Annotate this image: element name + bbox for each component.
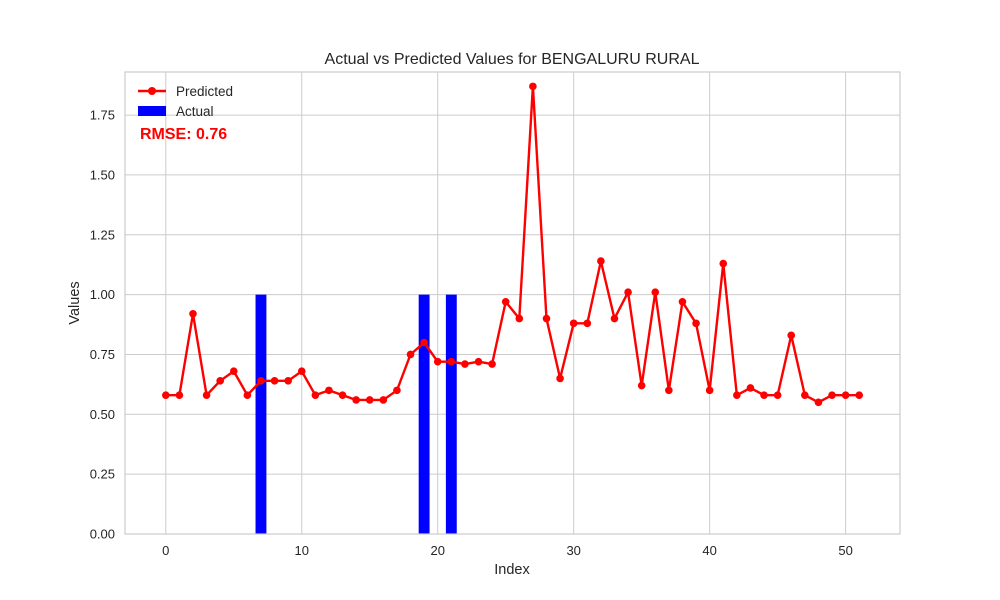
- predicted-point: [338, 391, 347, 399]
- predicted-point: [257, 376, 265, 385]
- actual-bars: [255, 294, 457, 534]
- predicted-point: [828, 391, 836, 399]
- predicted-point: [841, 391, 850, 399]
- predicted-point: [637, 381, 646, 390]
- actual-bar: [255, 294, 267, 534]
- predicted-point: [488, 360, 496, 368]
- x-tick-label: 40: [702, 543, 716, 558]
- y-tick-label: 1.25: [90, 227, 115, 242]
- predicted-point: [501, 298, 510, 306]
- y-axis-title: Values: [67, 281, 83, 324]
- predicted-point: [773, 391, 782, 399]
- predicted-line: [161, 82, 864, 407]
- predicted-point: [461, 360, 469, 368]
- actual-bar: [418, 294, 430, 534]
- plot-frame: [124, 71, 901, 535]
- grid: [125, 72, 900, 535]
- predicted-series-line: [165, 85, 860, 404]
- legend-predicted-label: Predicted: [176, 84, 233, 99]
- predicted-point: [175, 391, 184, 399]
- predicted-point: [420, 338, 428, 347]
- predicted-point: [284, 376, 292, 385]
- predicted-point: [678, 298, 687, 306]
- legend-actual-swatch: [138, 106, 166, 116]
- legend-predicted-swatch-marker: [148, 87, 156, 95]
- predicted-point: [787, 331, 796, 340]
- rmse-annotation: RMSE: 0.76: [140, 126, 227, 143]
- predicted-point: [406, 350, 415, 359]
- predicted-point: [352, 396, 360, 404]
- predicted-point: [624, 288, 632, 297]
- predicted-point: [760, 391, 768, 399]
- predicted-point: [855, 391, 864, 399]
- predicted-point: [216, 376, 224, 385]
- y-tick-label: 1.00: [90, 287, 115, 302]
- predicted-point: [311, 391, 320, 399]
- predicted-point: [610, 314, 619, 323]
- predicted-point: [542, 314, 551, 323]
- predicted-point: [597, 257, 605, 265]
- predicted-point: [814, 398, 823, 407]
- actual-bar: [445, 294, 457, 534]
- x-tick-label: 50: [838, 543, 852, 558]
- chart-title: Actual vs Predicted Values for BENGALURU…: [325, 51, 700, 68]
- x-tick-label: 20: [430, 543, 444, 558]
- y-tick-label: 0.00: [90, 527, 115, 542]
- predicted-point: [189, 309, 197, 318]
- plot-background: [125, 72, 900, 534]
- predicted-point: [556, 374, 564, 383]
- predicted-point: [705, 386, 714, 395]
- x-axis-title: Index: [494, 562, 530, 578]
- predicted-point: [297, 367, 306, 376]
- predicted-point: [529, 82, 537, 91]
- predicted-point: [651, 288, 660, 297]
- predicted-point: [161, 391, 170, 399]
- x-tick-labels: 0 10 20 30 40 50: [162, 543, 853, 558]
- predicted-point: [583, 319, 592, 328]
- y-tick-label: 0.25: [90, 467, 115, 482]
- predicted-point: [202, 391, 211, 399]
- predicted-point: [474, 357, 483, 366]
- predicted-point: [692, 319, 700, 328]
- y-tick-label: 0.75: [90, 347, 115, 362]
- predicted-point: [270, 376, 279, 385]
- legend-actual-label: Actual: [176, 104, 214, 119]
- x-tick-label: 0: [162, 543, 169, 558]
- predicted-point: [733, 391, 741, 399]
- predicted-point: [746, 384, 755, 392]
- predicted-point: [393, 386, 401, 395]
- predicted-point: [433, 357, 442, 366]
- predicted-point: [447, 357, 456, 366]
- y-tick-label: 1.50: [90, 167, 115, 182]
- y-tick-label: 0.50: [90, 407, 115, 422]
- predicted-point: [801, 391, 809, 399]
- predicted-point: [719, 259, 728, 268]
- y-tick-labels: 0.00 0.25 0.50 0.75 1.00 1.25 1.50 1.75: [90, 108, 115, 542]
- predicted-point: [325, 386, 333, 395]
- predicted-point: [379, 396, 388, 404]
- predicted-point: [229, 367, 238, 376]
- predicted-point: [515, 314, 524, 323]
- x-tick-label: 10: [295, 543, 309, 558]
- predicted-point: [365, 396, 374, 404]
- predicted-point: [243, 391, 252, 399]
- predicted-point: [665, 386, 673, 395]
- predicted-point: [569, 319, 578, 328]
- x-tick-label: 30: [566, 543, 580, 558]
- y-tick-label: 1.75: [90, 108, 115, 123]
- legend: Predicted Actual: [138, 84, 233, 119]
